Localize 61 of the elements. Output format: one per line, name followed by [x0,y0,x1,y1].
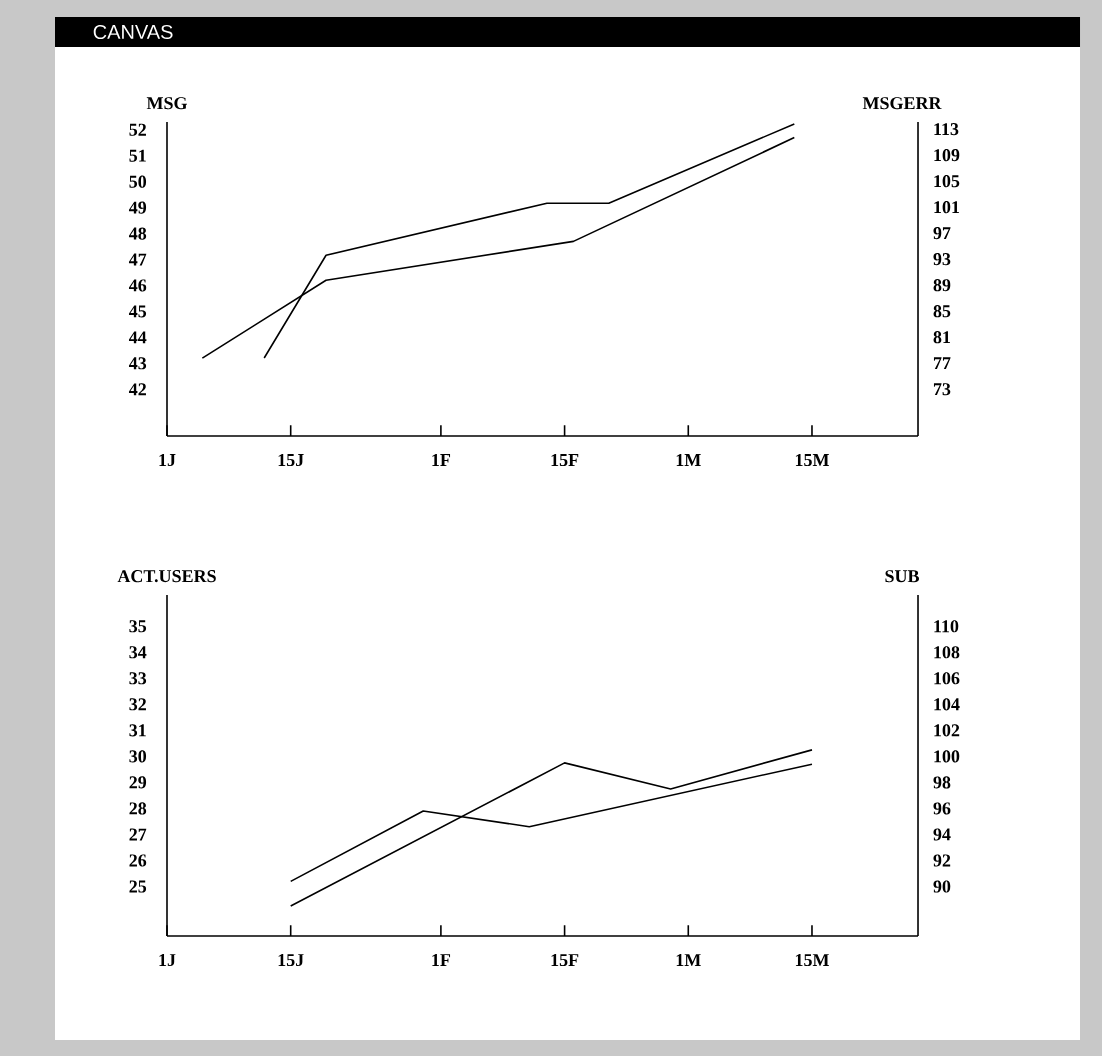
y-tick-label: 26 [129,854,147,867]
y-tick-label: 25 [129,880,147,893]
y-tick-label: 49 [128,201,147,214]
y-tick-label: 31 [129,724,146,737]
y-tick-label: 30 [129,750,147,763]
y-tick-label: 29 [129,776,147,789]
y-tick-label: 28 [129,802,147,815]
y2-tick-label: 94 [933,828,951,841]
x-tick-label: 15J [278,454,304,467]
y2-tick-label: 93 [933,253,951,266]
chart-title: CANVAS [93,24,173,40]
y-axis-title: MSG [146,97,188,110]
y2-tick-label: 104 [934,698,960,711]
y-tick-label: 45 [128,305,147,318]
y-tick-label: 46 [128,279,147,292]
x-tick-label: 15M [795,454,829,467]
y-tick-label: 47 [128,253,147,266]
y2-tick-label: 90 [933,880,951,893]
y2-tick-label: 102 [934,724,960,737]
y2-tick-label: 110 [934,620,959,633]
y-tick-label: 43 [128,357,147,370]
x-tick-label: 15M [795,954,829,967]
y-tick-label: 35 [129,620,147,633]
y2-tick-label: 97 [933,227,951,240]
y-tick-label: 42 [128,383,146,396]
y2-tick-label: 106 [934,672,960,685]
x-tick-label: 1M [676,454,701,466]
x-tick-label: 15F [551,954,579,967]
y-axis-title: ACT.USERS [117,570,216,583]
y-tick-label: 27 [129,828,147,841]
y-tick-label: 32 [129,698,146,711]
y2-tick-label: 113 [934,123,959,136]
y2-axis-title: MSGERR [862,97,942,110]
y2-tick-label: 77 [933,357,951,370]
x-tick-label: 1F [432,454,451,466]
y2-tick-label: 109 [934,149,960,162]
x-tick-label: 1J [159,454,176,467]
y2-tick-label: 73 [933,383,951,396]
x-tick-label: 15F [551,454,579,467]
y-tick-label: 34 [129,646,147,659]
y2-tick-label: 96 [933,802,951,815]
y2-tick-label: 89 [933,279,951,292]
y-tick-label: 50 [129,175,147,188]
y2-tick-label: 85 [933,305,951,318]
x-tick-label: 1J [159,954,176,967]
y2-tick-label: 92 [933,854,951,867]
y-tick-label: 51 [129,149,146,162]
y-tick-label: 48 [128,227,147,240]
y-tick-label: 52 [129,123,146,136]
y2-tick-label: 81 [933,331,951,344]
x-tick-label: 15J [278,954,304,967]
y2-tick-label: 108 [934,646,960,659]
y-tick-label: 33 [129,672,147,685]
x-tick-label: 1F [432,954,451,966]
y2-tick-label: 100 [934,750,960,763]
y-tick-label: 44 [128,331,147,344]
y2-tick-label: 105 [934,175,960,188]
y2-axis-title: SUB [885,570,920,583]
y2-tick-label: 101 [934,201,960,214]
y2-tick-label: 98 [933,776,951,789]
x-tick-label: 1M [676,954,701,966]
